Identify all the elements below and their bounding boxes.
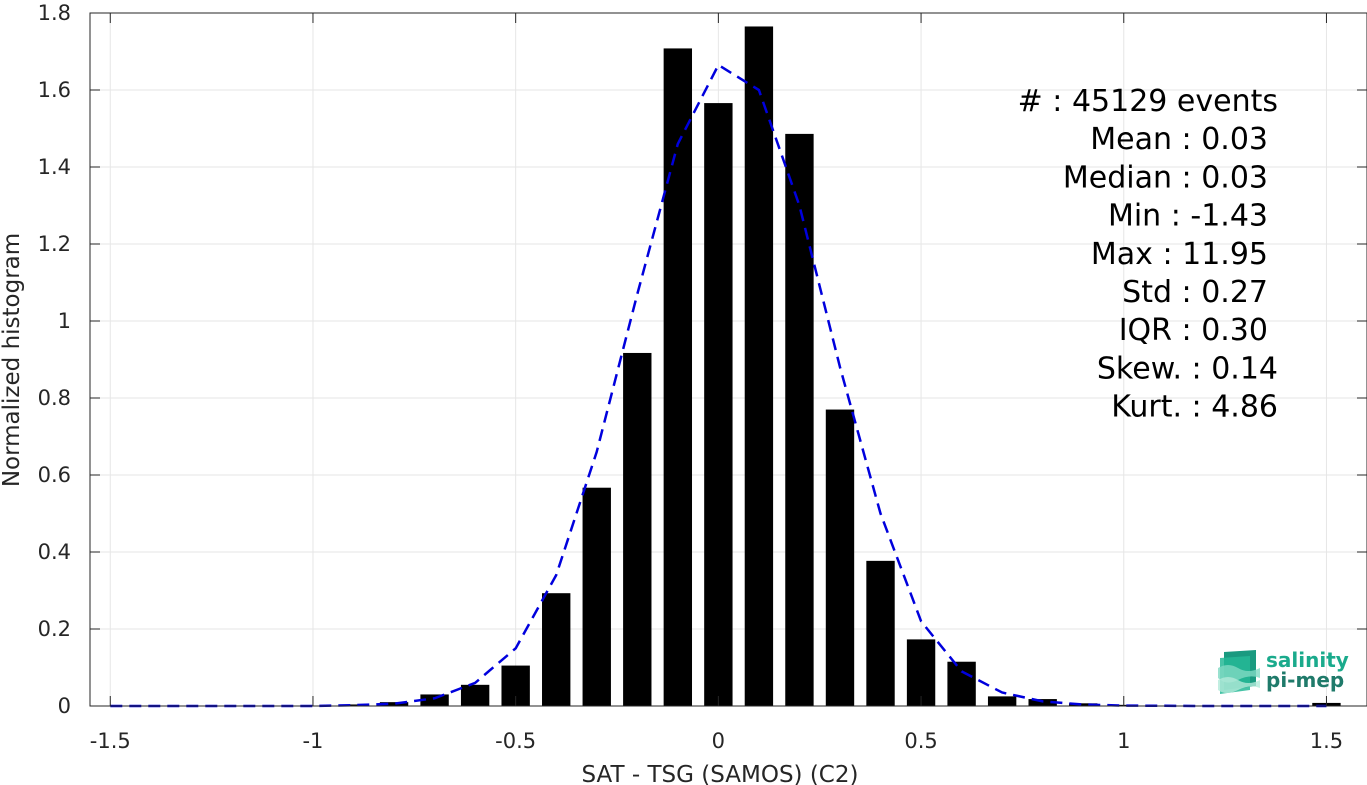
histogram-bar xyxy=(947,661,976,706)
stats-line: Max : 11.95 xyxy=(1091,237,1268,272)
y-tick-label: 1.8 xyxy=(38,1,71,25)
stats-line: Median : 0.03 xyxy=(1063,160,1268,195)
y-tick-label: 0.4 xyxy=(38,540,71,564)
y-tick-label: 0 xyxy=(58,694,71,718)
y-tick-label: 1.2 xyxy=(38,232,71,256)
y-tick-label: 1 xyxy=(58,309,71,333)
stats-line: # : 45129 events xyxy=(1018,84,1278,119)
plot-frame xyxy=(89,12,1367,707)
y-tick-label: 1.4 xyxy=(38,155,71,179)
stats-line: Mean : 0.03 xyxy=(1090,122,1268,157)
stats-line: IQR : 0.30 xyxy=(1119,313,1268,348)
histogram-bar xyxy=(663,48,693,707)
stats-line: Std : 0.27 xyxy=(1122,275,1268,310)
wave-logo-icon xyxy=(1218,650,1260,694)
y-tick-label: 0.8 xyxy=(38,386,71,410)
histogram-bar xyxy=(866,560,895,706)
histogram-bar xyxy=(1069,703,1098,706)
y-tick-label: 0.6 xyxy=(38,463,71,487)
x-axis-label: SAT - TSG (SAMOS) (C2) xyxy=(582,762,859,785)
logo-line2: pi-mep xyxy=(1266,668,1345,692)
y-axis-label: Normalized histogram xyxy=(0,233,25,487)
histogram-bar xyxy=(906,639,936,706)
x-tick-label: -1 xyxy=(302,729,323,753)
y-tick-label: 1.6 xyxy=(38,78,71,102)
x-tick-label: 1.5 xyxy=(1310,729,1343,753)
fit-curve-line xyxy=(110,63,1327,708)
fit-curve xyxy=(110,63,1327,708)
histogram-bar xyxy=(379,702,409,706)
histogram-bar xyxy=(542,593,571,706)
salinity-pi-mep-logo: salinity pi-mep xyxy=(1216,648,1349,694)
histogram-bar xyxy=(623,352,652,706)
x-tick-label: 1 xyxy=(1117,729,1130,753)
x-tick-label: -1.5 xyxy=(90,729,131,753)
logo-line1: salinity xyxy=(1266,648,1349,672)
x-tick-label: 0.5 xyxy=(904,729,937,753)
stats-line: Skew. : 0.14 xyxy=(1097,351,1278,386)
histogram-bar xyxy=(744,26,774,707)
histogram-bar xyxy=(582,487,611,706)
stats-line: Kurt. : 4.86 xyxy=(1111,390,1278,425)
histogram-bar xyxy=(339,704,368,706)
stats-line: Min : -1.43 xyxy=(1108,199,1268,234)
histogram-bar xyxy=(704,103,733,707)
histogram-bar xyxy=(825,409,855,706)
bars xyxy=(339,26,1341,707)
histogram-bar xyxy=(987,696,1017,706)
x-tick-label: 0 xyxy=(712,729,725,753)
axis-ticks: -1.5 -1 -0.5 0 0.5 1 1.5 0 0.2 0.4 0.6 0.8 1 1.2 1.4 1.… xyxy=(38,1,1367,753)
x-tick-label: -0.5 xyxy=(495,729,536,753)
histogram-bar xyxy=(785,133,814,706)
histogram-bar xyxy=(420,694,449,706)
y-tick-label: 0.2 xyxy=(38,617,71,641)
histogram-bar xyxy=(460,684,490,706)
